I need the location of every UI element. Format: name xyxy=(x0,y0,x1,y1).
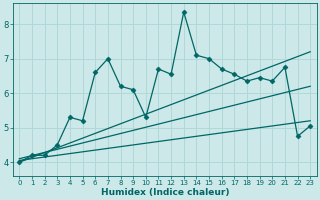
X-axis label: Humidex (Indice chaleur): Humidex (Indice chaleur) xyxy=(100,188,229,197)
